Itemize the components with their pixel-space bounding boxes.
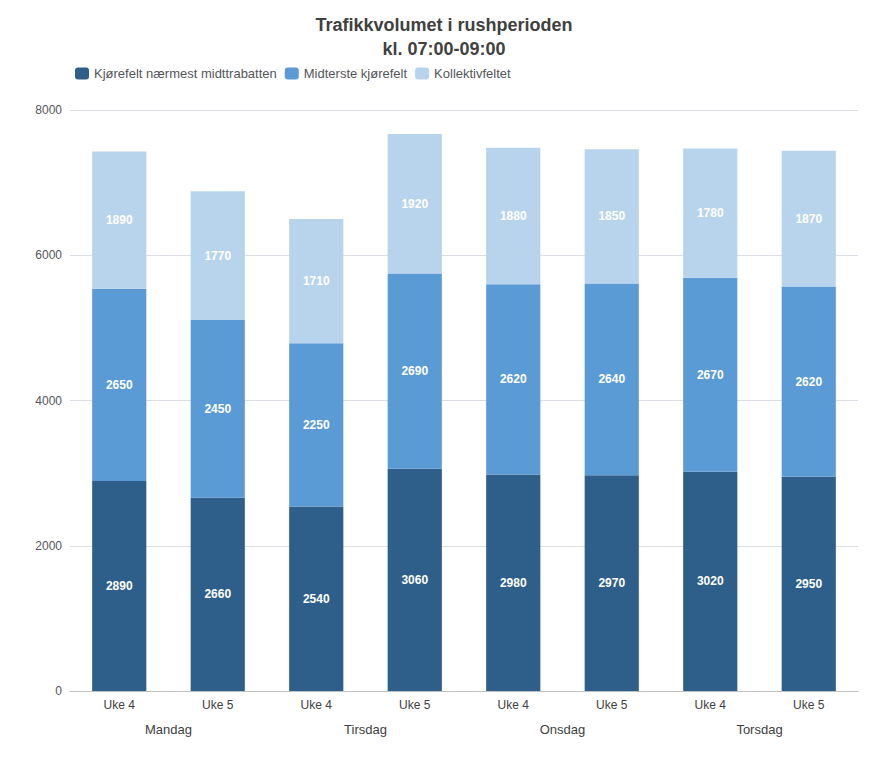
svg-text:4000: 4000 [35,394,62,408]
svg-text:2640: 2640 [598,372,625,386]
svg-text:Uke 5: Uke 5 [793,698,825,712]
svg-text:Tirsdag: Tirsdag [344,722,387,737]
svg-text:Uke 5: Uke 5 [596,698,628,712]
svg-text:2450: 2450 [204,402,231,416]
svg-text:2950: 2950 [795,577,822,591]
svg-text:2670: 2670 [697,368,724,382]
svg-text:Kollektivfeltet: Kollektivfeltet [434,66,511,81]
svg-text:1870: 1870 [795,212,822,226]
svg-text:Uke 5: Uke 5 [202,698,234,712]
svg-text:1770: 1770 [204,249,231,263]
svg-text:2650: 2650 [106,378,133,392]
svg-text:2620: 2620 [500,372,527,386]
svg-text:Uke 4: Uke 4 [104,698,136,712]
svg-text:Kjørefelt nærmest midttrabatte: Kjørefelt nærmest midttrabatten [94,66,277,81]
svg-text:kl. 07:00-09:00: kl. 07:00-09:00 [382,39,505,59]
svg-text:3020: 3020 [697,574,724,588]
svg-text:Midterste kjørefelt: Midterste kjørefelt [304,66,408,81]
svg-text:2970: 2970 [598,576,625,590]
svg-text:2890: 2890 [106,579,133,593]
svg-text:Mandag: Mandag [145,722,192,737]
svg-text:Uke 4: Uke 4 [498,698,530,712]
svg-text:2540: 2540 [303,592,330,606]
svg-text:3060: 3060 [401,573,428,587]
svg-text:Uke 5: Uke 5 [399,698,431,712]
svg-text:Trafikkvolumet i rushperioden: Trafikkvolumet i rushperioden [315,15,572,35]
svg-text:1920: 1920 [401,197,428,211]
svg-text:2690: 2690 [401,364,428,378]
svg-text:2980: 2980 [500,576,527,590]
svg-text:Onsdag: Onsdag [540,722,586,737]
svg-text:1890: 1890 [106,213,133,227]
svg-text:2250: 2250 [303,418,330,432]
svg-text:8000: 8000 [35,103,62,117]
svg-text:1880: 1880 [500,209,527,223]
svg-text:Torsdag: Torsdag [736,722,782,737]
svg-text:1780: 1780 [697,206,724,220]
svg-text:6000: 6000 [35,248,62,262]
svg-text:1850: 1850 [598,209,625,223]
svg-text:1710: 1710 [303,274,330,288]
svg-text:2000: 2000 [35,539,62,553]
svg-text:0: 0 [55,684,62,698]
svg-text:Uke 4: Uke 4 [695,698,727,712]
svg-text:2620: 2620 [795,375,822,389]
svg-text:2660: 2660 [204,587,231,601]
svg-text:Uke 4: Uke 4 [301,698,333,712]
